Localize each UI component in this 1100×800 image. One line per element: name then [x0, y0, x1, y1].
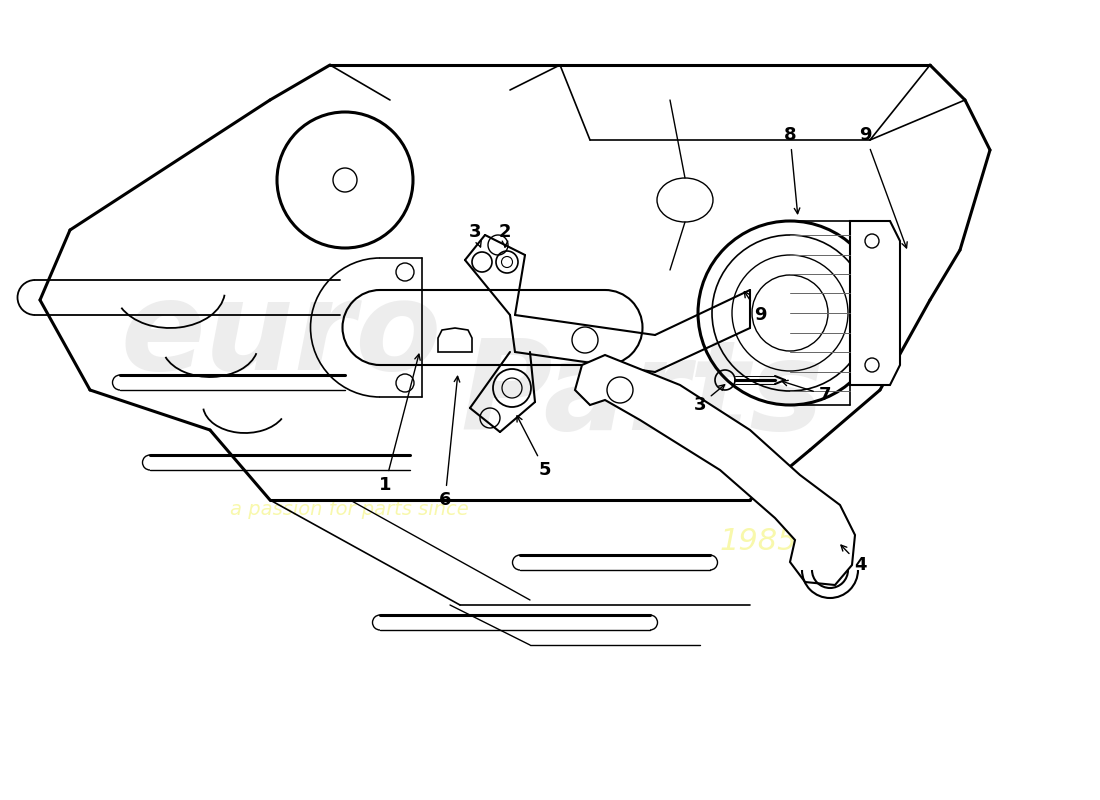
Text: 3: 3 — [469, 223, 482, 247]
Text: 4: 4 — [842, 545, 867, 574]
Text: 9: 9 — [745, 292, 767, 324]
Polygon shape — [850, 221, 900, 385]
Text: 2: 2 — [498, 223, 512, 247]
Text: 6: 6 — [439, 376, 460, 509]
Text: euro: euro — [120, 275, 441, 396]
Text: 9: 9 — [859, 126, 908, 248]
Text: 5: 5 — [517, 416, 551, 479]
Text: a passion for parts since: a passion for parts since — [230, 500, 469, 519]
Text: 1: 1 — [378, 354, 420, 494]
Text: 1985: 1985 — [720, 527, 798, 556]
Text: 7: 7 — [782, 380, 832, 404]
Text: 3: 3 — [694, 385, 725, 414]
Text: Parts: Parts — [460, 335, 824, 456]
Polygon shape — [575, 355, 855, 585]
Text: 8: 8 — [783, 126, 800, 214]
